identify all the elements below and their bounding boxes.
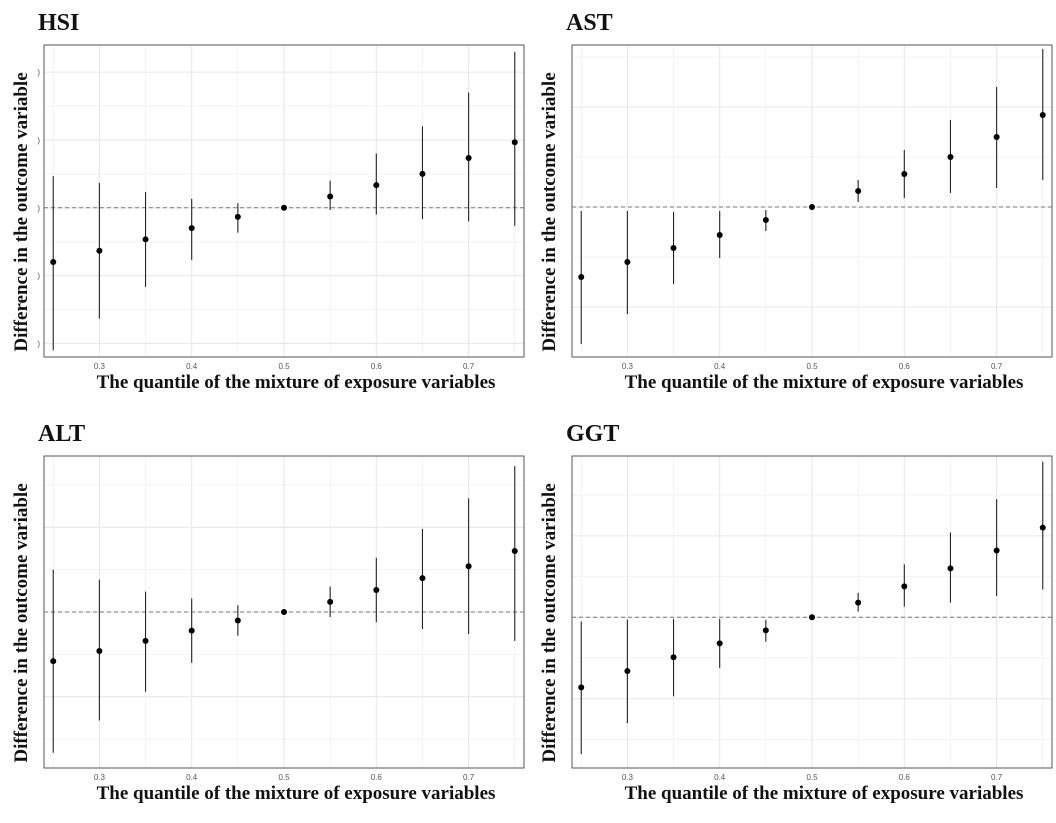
data-point — [511, 547, 518, 554]
data-point — [578, 274, 585, 280]
data-point — [511, 139, 518, 146]
x-tick-label: 0.3 — [94, 362, 106, 371]
plot-frame — [43, 44, 525, 358]
data-point — [947, 565, 954, 572]
plot-area: 0.3 0.4 0.5 0.6 0.7 — [43, 455, 525, 782]
plot-area: 0.3 0.4 0.5 0.6 0.7 — [571, 44, 1053, 371]
x-tick-label: 0.3 — [94, 773, 106, 782]
chart-panel-hsi: HSI Difference in the outcome variable T… — [0, 0, 528, 411]
x-tick-label: 0.7 — [991, 773, 1003, 782]
data-point — [809, 204, 815, 210]
x-tick-label: 0.3 — [622, 773, 634, 782]
data-point — [419, 170, 426, 177]
data-point — [327, 598, 334, 605]
chart-panel-ggt: GGT Difference in the outcome variable T… — [528, 411, 1056, 822]
x-tick-label: 0.6 — [371, 773, 383, 782]
data-point — [281, 609, 287, 615]
data-point — [901, 583, 908, 590]
data-point — [762, 217, 769, 223]
data-point — [96, 247, 103, 254]
plot-area: 0.3 0.4 0.5 0.6 0.7 — [571, 455, 1053, 782]
data-point — [50, 259, 57, 266]
chart-title: ALT — [38, 421, 86, 447]
x-tick-label: 0.6 — [899, 362, 911, 371]
chart-title: GGT — [566, 421, 620, 447]
chart-title: HSI — [38, 10, 80, 36]
data-point — [670, 245, 677, 251]
x-tick-label: 0.7 — [991, 362, 1003, 371]
data-point — [762, 627, 769, 634]
data-point — [1039, 112, 1046, 118]
data-point — [578, 684, 585, 691]
x-tick-label: 0.4 — [714, 362, 726, 371]
data-point — [234, 213, 241, 220]
data-point — [465, 155, 472, 162]
data-point — [716, 232, 723, 238]
data-point — [50, 658, 57, 665]
data-point — [993, 547, 1000, 554]
plot-frame — [571, 455, 1053, 769]
x-tick-label: 0.4 — [186, 773, 198, 782]
x-tick-label: 0.4 — [186, 362, 198, 371]
data-point — [281, 204, 287, 211]
y-tick-label: ) — [37, 339, 40, 348]
x-axis-label: The quantile of the mixture of exposure … — [624, 783, 1024, 804]
data-point — [142, 236, 149, 243]
x-tick-label: 0.5 — [806, 362, 818, 371]
y-tick-label: ) — [37, 204, 40, 213]
x-tick-label: 0.7 — [463, 362, 475, 371]
data-point — [670, 654, 677, 661]
data-point — [855, 188, 862, 194]
x-tick-label: 0.5 — [278, 362, 290, 371]
data-point — [234, 617, 241, 624]
x-axis-label: The quantile of the mixture of exposure … — [96, 372, 496, 393]
data-point — [624, 259, 631, 265]
x-tick-label: 0.5 — [806, 773, 818, 782]
data-point — [901, 171, 908, 177]
x-tick-label: 0.4 — [714, 773, 726, 782]
plot-area: 0.3 0.4 0.5 0.6 0.7))))) — [37, 44, 525, 371]
x-tick-label: 0.7 — [463, 773, 475, 782]
x-tick-label: 0.6 — [899, 773, 911, 782]
x-tick-label: 0.3 — [622, 362, 634, 371]
data-point — [855, 599, 862, 606]
data-point — [1039, 524, 1046, 531]
x-tick-label: 0.5 — [278, 773, 290, 782]
y-tick-label: ) — [37, 136, 40, 145]
data-point — [373, 586, 380, 593]
data-point — [809, 614, 815, 621]
data-point — [96, 648, 103, 654]
data-point — [465, 563, 472, 570]
y-tick-label: ) — [37, 272, 40, 281]
data-point — [419, 575, 426, 582]
data-point — [142, 637, 149, 644]
chart-title: AST — [566, 10, 613, 36]
plot-frame — [571, 44, 1053, 358]
data-point — [188, 225, 195, 232]
data-point — [188, 627, 195, 634]
x-tick-label: 0.6 — [371, 362, 383, 371]
data-point — [373, 182, 380, 189]
x-axis-label: The quantile of the mixture of exposure … — [96, 783, 496, 804]
data-point — [716, 640, 723, 647]
y-tick-label: ) — [37, 68, 40, 77]
chart-panel-ast: AST Difference in the outcome variable T… — [528, 0, 1056, 411]
data-point — [993, 134, 1000, 140]
chart-panel-alt: ALT Difference in the outcome variable T… — [0, 411, 528, 822]
data-point — [327, 193, 334, 200]
data-point — [947, 154, 954, 160]
x-axis-label: The quantile of the mixture of exposure … — [624, 372, 1024, 393]
data-point — [624, 668, 631, 675]
